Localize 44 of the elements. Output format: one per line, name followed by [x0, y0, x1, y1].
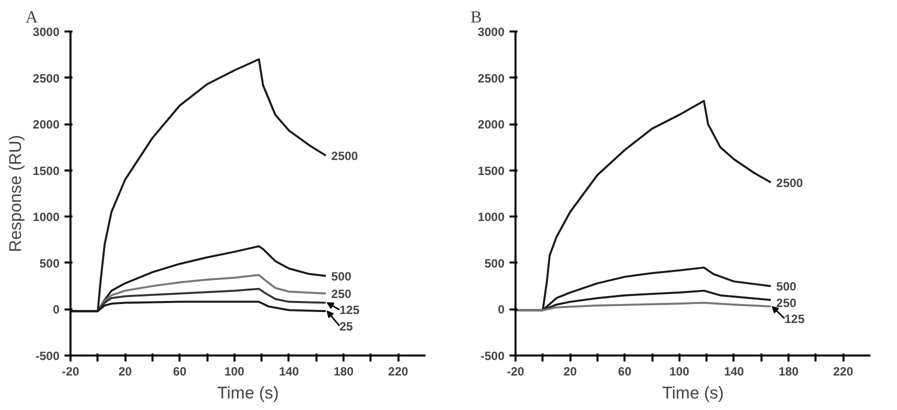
- y-tick-label: 1000: [32, 210, 60, 224]
- y-tick-label: 500: [39, 256, 60, 270]
- series-label: 500: [331, 269, 352, 284]
- chart-title: A: [26, 8, 38, 26]
- x-tick-label: 140: [278, 364, 300, 378]
- x-tick-label: 100: [669, 364, 690, 378]
- y-tick-label: -500: [35, 349, 60, 363]
- x-tick-label: -20: [506, 364, 524, 378]
- y-tick-label: 1000: [478, 210, 505, 224]
- y-axis-title: Response (RU): [6, 134, 25, 252]
- series-label: 2500: [776, 176, 804, 190]
- x-tick-label: 60: [173, 364, 187, 378]
- x-axis-title: Time (s): [662, 384, 724, 402]
- series-label: 500: [776, 280, 797, 294]
- y-tick-label: 2000: [32, 118, 60, 132]
- y-tick-label: -500: [480, 349, 505, 363]
- y-tick-label: 500: [484, 256, 505, 270]
- x-tick-label: 20: [118, 364, 132, 378]
- x-tick-label: 140: [724, 364, 744, 378]
- y-tick-label: 1500: [478, 164, 505, 178]
- y-tick-label: 2500: [32, 71, 60, 86]
- y-tick-label: 0: [498, 302, 505, 317]
- series-label: 250: [776, 296, 797, 310]
- y-tick-label: 0: [52, 302, 60, 317]
- x-tick-label: 60: [618, 364, 632, 378]
- x-axis-title: Time (s): [217, 384, 279, 402]
- y-tick-label: 2500: [478, 71, 505, 86]
- x-tick-label: 180: [334, 364, 354, 378]
- y-tick-label: 2000: [478, 118, 505, 132]
- series-label: 250: [331, 286, 352, 301]
- x-tick-label: 220: [388, 364, 409, 378]
- series-label: 125: [339, 303, 360, 318]
- x-tick-label: 20: [563, 364, 578, 378]
- y-tick-label: 3000: [478, 25, 505, 39]
- x-tick-label: 180: [778, 364, 799, 378]
- series-label: 125: [784, 312, 805, 326]
- chart-title: B: [470, 8, 482, 26]
- x-tick-label: -20: [62, 364, 80, 378]
- x-tick-label: 100: [224, 364, 245, 378]
- series-label: 25: [339, 319, 354, 334]
- series-label: 2500: [331, 149, 358, 164]
- y-tick-label: 1500: [32, 164, 60, 178]
- x-tick-label: 220: [833, 364, 854, 378]
- y-tick-label: 3000: [32, 25, 60, 39]
